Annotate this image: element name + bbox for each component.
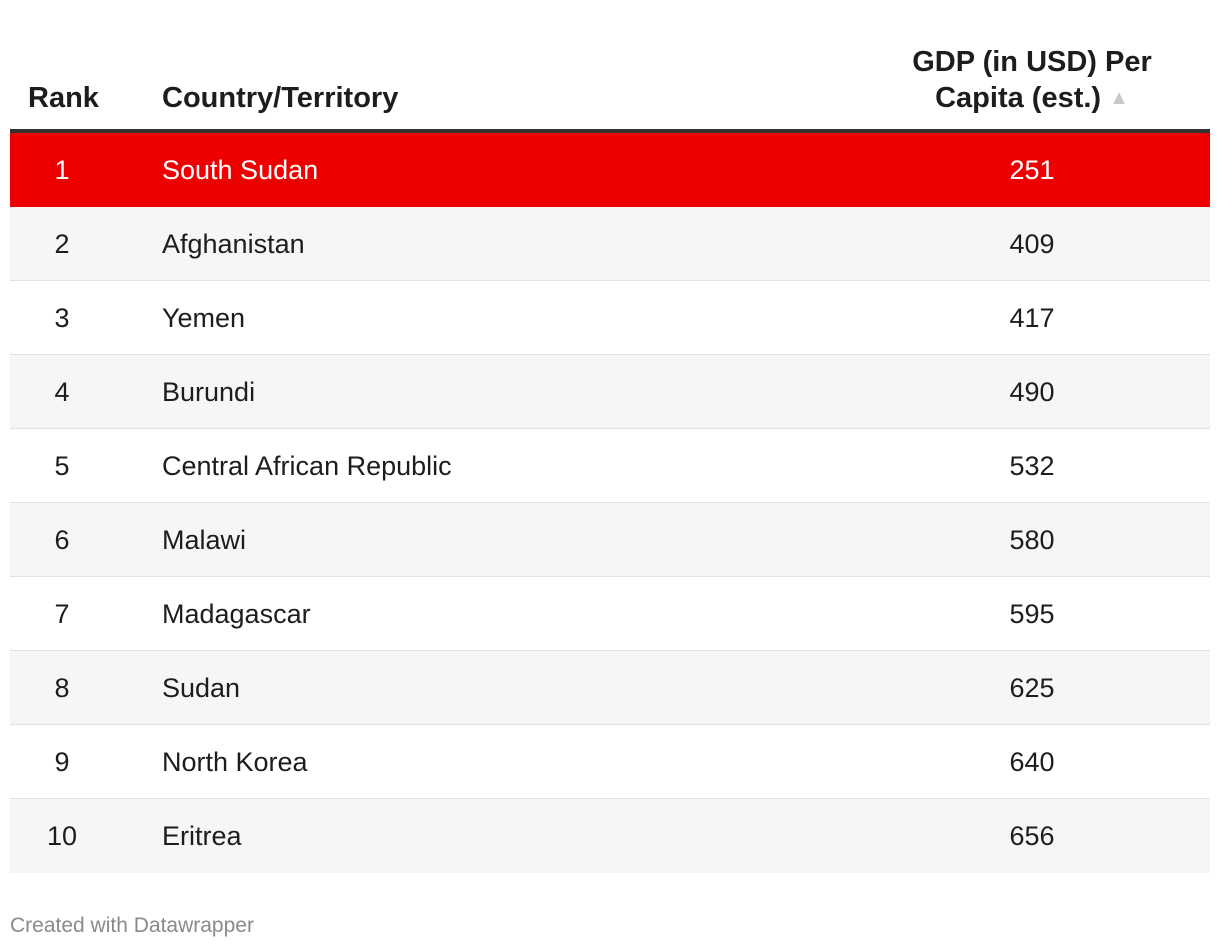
- column-header-gdp[interactable]: GDP (in USD) Per Capita (est.) ▲: [882, 44, 1182, 116]
- table-row: 4 Burundi 490: [10, 355, 1210, 429]
- gdp-cell: 640: [1009, 747, 1055, 777]
- data-table: Rank Country/Territory GDP (in USD) Per …: [10, 28, 1210, 873]
- table-row: 3 Yemen 417: [10, 281, 1210, 355]
- rank-cell: 2: [54, 229, 70, 259]
- rank-cell: 5: [54, 451, 70, 481]
- column-header-gdp-line2: Capita (est.): [935, 82, 1102, 114]
- gdp-cell: 251: [1009, 155, 1055, 185]
- table-row: 1 South Sudan 251: [10, 133, 1210, 207]
- gdp-cell: 417: [1009, 303, 1055, 333]
- country-cell: North Korea: [162, 747, 308, 777]
- rank-cell: 6: [54, 525, 70, 555]
- country-cell: Burundi: [162, 377, 256, 407]
- rank-cell: 10: [46, 821, 78, 851]
- gdp-cell: 532: [1009, 451, 1055, 481]
- datawrapper-credit[interactable]: Created with Datawrapper: [10, 914, 254, 937]
- country-cell: Central African Republic: [162, 451, 452, 481]
- rank-cell: 1: [54, 155, 70, 185]
- gdp-cell: 490: [1009, 377, 1055, 407]
- rank-cell: 7: [54, 599, 70, 629]
- country-cell: South Sudan: [162, 155, 319, 185]
- table-row: 10 Eritrea 656: [10, 799, 1210, 873]
- gdp-cell: 580: [1009, 525, 1055, 555]
- country-cell: Sudan: [162, 673, 241, 703]
- rank-cell: 9: [54, 747, 70, 777]
- sort-ascending-icon[interactable]: ▲: [1109, 87, 1129, 109]
- gdp-cell: 409: [1009, 229, 1055, 259]
- rank-cell: 8: [54, 673, 70, 703]
- column-header-gdp-line1: GDP (in USD) Per: [912, 46, 1152, 78]
- country-cell: Afghanistan: [162, 229, 305, 259]
- table-row: 2 Afghanistan 409: [10, 207, 1210, 281]
- table-row: 7 Madagascar 595: [10, 577, 1210, 651]
- table-row: 8 Sudan 625: [10, 651, 1210, 725]
- table-row: 9 North Korea 640: [10, 725, 1210, 799]
- country-cell: Madagascar: [162, 599, 311, 629]
- gdp-cell: 625: [1009, 673, 1055, 703]
- rank-cell: 4: [54, 377, 70, 407]
- table-row: 5 Central African Republic 532: [10, 429, 1210, 503]
- table-body: 1 South Sudan 251 2 Afghanistan 409 3 Yemen 417 4…: [10, 133, 1210, 873]
- column-header-country[interactable]: Country/Territory: [162, 82, 399, 114]
- country-cell: Yemen: [162, 303, 246, 333]
- column-header-rank[interactable]: Rank: [28, 82, 99, 114]
- table-row: 6 Malawi 580: [10, 503, 1210, 577]
- country-cell: Eritrea: [162, 821, 242, 851]
- gdp-cell: 595: [1009, 599, 1055, 629]
- table-header: Rank Country/Territory GDP (in USD) Per …: [10, 28, 1210, 133]
- country-cell: Malawi: [162, 525, 247, 555]
- gdp-cell: 656: [1009, 821, 1055, 851]
- rank-cell: 3: [54, 303, 70, 333]
